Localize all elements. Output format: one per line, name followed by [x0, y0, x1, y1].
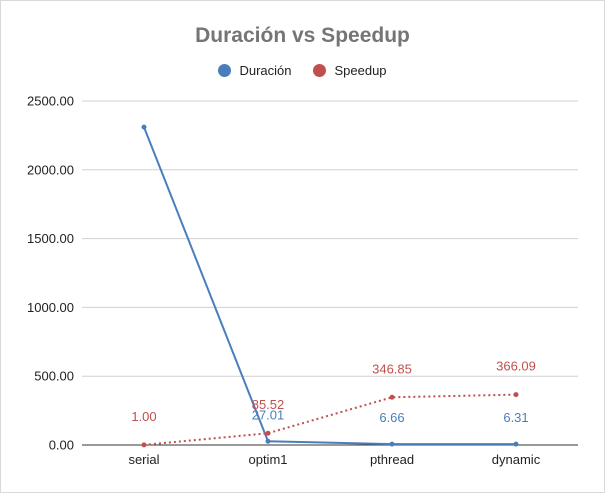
data-label-speedup: 346.85 — [372, 361, 412, 376]
data-point-duracion — [513, 441, 519, 447]
data-label-duracion: 27.01 — [252, 407, 285, 422]
legend-marker-duracion — [218, 64, 232, 77]
series-line-duracion — [143, 126, 517, 446]
data-point-speedup — [389, 394, 395, 400]
legend-label-speedup: Speedup — [334, 63, 387, 78]
y-tick-label: 2000.00 — [27, 162, 74, 177]
series-line-speedup — [143, 393, 517, 446]
data-point-duracion — [389, 441, 395, 447]
data-point-duracion — [265, 438, 271, 444]
legend: Duración Speedup — [0, 63, 605, 78]
data-label-speedup: 366.09 — [496, 359, 536, 374]
x-tick-label: optim1 — [248, 452, 287, 467]
y-tick-label: 500.00 — [34, 369, 74, 384]
x-tick-label: serial — [128, 452, 159, 467]
y-tick-label: 0.00 — [49, 438, 74, 453]
y-tick-label: 1000.00 — [27, 300, 74, 315]
legend-marker-speedup — [313, 64, 327, 77]
data-label-duracion: 6.66 — [379, 410, 404, 425]
y-tick-label: 2500.00 — [27, 94, 74, 109]
chart-title: Duración vs Speedup — [195, 24, 410, 47]
data-label-speedup: 85.52 — [252, 397, 285, 412]
data-label-speedup: 1.00 — [131, 409, 156, 424]
legend-item-duracion[interactable]: Duración — [218, 63, 291, 78]
data-point-speedup — [513, 392, 519, 398]
data-label-duracion: 6.31 — [503, 410, 528, 425]
legend-item-speedup[interactable]: Speedup — [313, 63, 387, 78]
x-tick-label: pthread — [370, 452, 414, 467]
x-tick-label: dynamic — [492, 452, 541, 467]
data-point-speedup — [265, 430, 271, 436]
data-point-duracion — [141, 124, 147, 130]
legend-label-duracion: Duración — [239, 63, 292, 78]
data-point-speedup — [141, 442, 147, 448]
y-tick-label: 1500.00 — [27, 231, 74, 246]
